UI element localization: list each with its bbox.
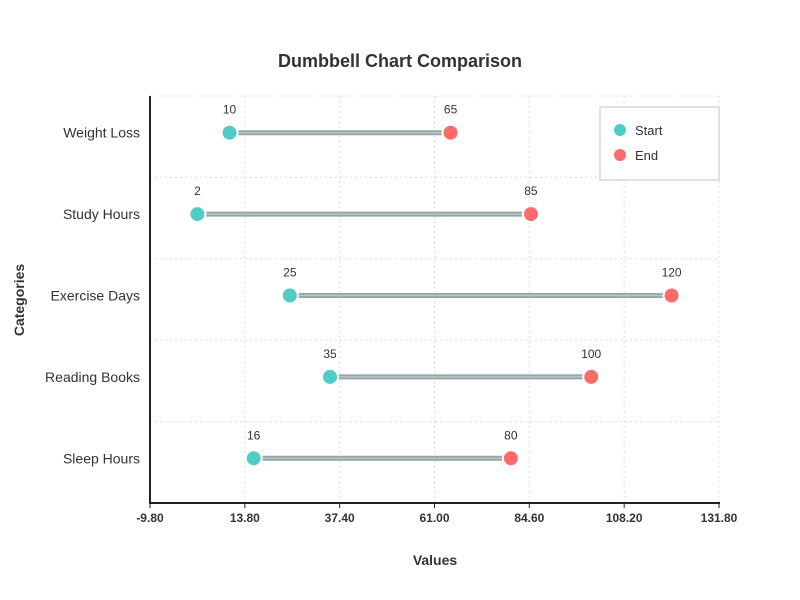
dot-end	[521, 205, 540, 224]
dot-start	[280, 286, 299, 305]
axes: -9.80 13.80 37.40 61.00 84.60 108.20 131.80 Wei…	[45, 96, 738, 525]
category-label: Reading Books	[45, 369, 140, 385]
legend-marker-end	[614, 149, 626, 161]
x-tick-label: 13.80	[230, 511, 260, 525]
data-label: 16	[247, 428, 261, 442]
legend-label-end: End	[635, 148, 658, 163]
category-label: Study Hours	[63, 206, 140, 222]
x-tick-label: 84.60	[514, 511, 544, 525]
dot-start	[244, 449, 263, 468]
dot-end	[582, 367, 601, 386]
data-label: 85	[524, 184, 538, 198]
dot-start	[220, 123, 239, 142]
legend-box	[599, 106, 720, 181]
data-label: 10	[223, 103, 237, 117]
legend: Start End	[599, 106, 720, 181]
y-axis-label: Categories	[11, 264, 27, 337]
category-label: Sleep Hours	[63, 450, 140, 466]
chart-title: Dumbbell Chart Comparison	[278, 51, 522, 71]
dot-end	[441, 123, 460, 142]
x-tick-label: 61.00	[419, 511, 449, 525]
marks: 10 65 2 85 25 120 35 100 16 80	[188, 103, 682, 468]
x-axis-label: Values	[413, 552, 458, 568]
dot-start	[321, 367, 340, 386]
x-tick-label: -9.80	[136, 511, 164, 525]
x-tick-label: 37.40	[325, 511, 355, 525]
x-tick-label: 108.20	[606, 511, 643, 525]
data-label: 2	[194, 184, 201, 198]
data-label: 25	[283, 266, 297, 280]
category-label: Weight Loss	[63, 125, 140, 141]
dot-end	[501, 449, 520, 468]
x-tick-label: 131.80	[701, 511, 738, 525]
legend-label-start: Start	[635, 123, 663, 138]
data-label: 65	[444, 103, 458, 117]
dot-start	[188, 205, 207, 224]
data-label: 100	[581, 347, 601, 361]
legend-marker-start	[614, 124, 626, 136]
data-label: 120	[662, 266, 682, 280]
dot-end	[662, 286, 681, 305]
data-label: 35	[323, 347, 337, 361]
data-label: 80	[504, 428, 518, 442]
category-label: Exercise Days	[51, 288, 140, 304]
